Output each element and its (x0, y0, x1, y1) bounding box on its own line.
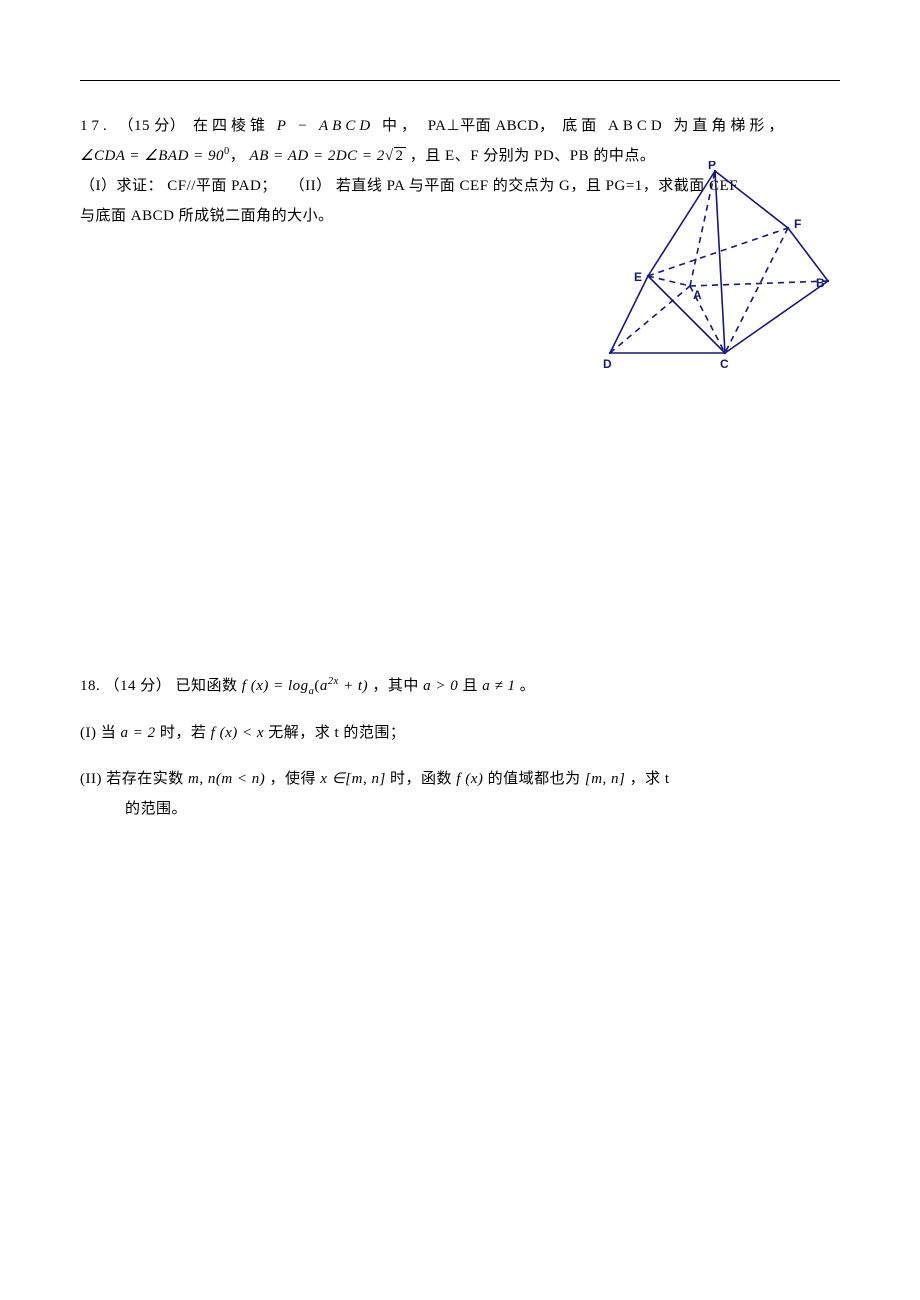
svg-text:A: A (693, 288, 702, 302)
p17-angles: ∠CDA = ∠BAD = 90 (80, 148, 224, 164)
p18-stem-b: ，其中 (372, 678, 423, 694)
p18-arg-a: a (320, 678, 328, 694)
svg-text:B: B (816, 276, 825, 290)
p17-pa-perp: PA⊥平面 ABCD， (428, 118, 555, 134)
p18-part2-label: (II) (80, 771, 102, 787)
p17-stem-mid: 中， (382, 118, 420, 134)
p18-part2-b: ，使得 (270, 771, 321, 787)
svg-text:C: C (720, 357, 729, 371)
svg-text:P: P (708, 161, 716, 172)
p18-part1-c: 无解，求 t 的范围； (268, 725, 405, 741)
geom-svg: P F B C D E A (570, 161, 830, 371)
p18-cond-b: a ≠ 1 (482, 678, 515, 694)
p18-part2-a: 若存在实数 (106, 771, 188, 787)
p18-part2-e: ，求 t (630, 771, 670, 787)
p18-arg-exp: 2x (328, 676, 339, 687)
p18-part2-mn: m, n(m < n) (188, 771, 265, 787)
p18-part1-label: (I) (80, 725, 97, 741)
p18-part1-a: 当 (101, 725, 121, 741)
p17-part1-label: （I）求证： (80, 178, 163, 194)
p18-part2-l2: 的范围。 (80, 794, 840, 824)
p18-part2-l1: (II) 若存在实数 m, n(m < n) ，使得 x ∈[m, n] 时，函… (80, 764, 840, 794)
p18-part2-int: [m, n] (585, 771, 626, 787)
p18-part2-c: 时，函数 (390, 771, 456, 787)
p18-points: （14 分） (105, 678, 172, 694)
p18-func-lhs: f (x) = log (242, 678, 309, 694)
p17-root: 2 (394, 147, 406, 164)
geom-figure: P F B C D E A (570, 161, 830, 376)
svg-text:F: F (794, 217, 801, 231)
p17-part2-body-b: 与底面 ABCD 所成锐二面角的大小。 (80, 208, 334, 224)
p18-part2-f: f (x) (456, 771, 483, 787)
page: 17. （15 分） 在四棱锥 P − ABCD 中， PA⊥平面 ABCD， … (80, 0, 840, 924)
p17-lengths: AB = AD = 2DC = 2 (250, 148, 385, 164)
svg-text:E: E (634, 270, 642, 284)
p18-arg-rest: + t) (339, 678, 368, 694)
p17-pyramid: P − ABCD (277, 118, 374, 134)
p17-points: （15 分） (119, 118, 186, 134)
p18-number: 18. (80, 678, 100, 694)
p18-part1-eq: a = 2 (121, 725, 156, 741)
p17-part2-label: （II） (290, 178, 332, 194)
p18-cond-a: a > 0 (423, 678, 458, 694)
p18-part2-line2: 的范围。 (125, 801, 187, 817)
svg-text:D: D (603, 357, 612, 371)
p17-comma: ， (230, 148, 246, 164)
p18-part2-x: x ∈[m, n] (320, 771, 385, 787)
p18-part1-b: 时，若 (160, 725, 211, 741)
p18-period: 。 (520, 678, 536, 694)
p18-part1-ineq: f (x) < x (211, 725, 264, 741)
p17-line1: 17. （15 分） 在四棱锥 P − ABCD 中， PA⊥平面 ABCD， … (80, 111, 840, 141)
top-rule (80, 80, 840, 81)
p17-part1-body: CF//平面 PAD； (167, 178, 277, 194)
p17-stem-prefix: 在四棱锥 (193, 118, 269, 134)
p18-part2-d: 的值域都也为 (488, 771, 581, 787)
p17-body-wrap: （I）求证： CF//平面 PAD； （II） 若直线 PA 与平面 CEF 的… (80, 171, 840, 231)
p17-number: 17. (80, 118, 111, 134)
sqrt-icon: 2 (385, 141, 406, 171)
p18-part1: (I) 当 a = 2 时，若 f (x) < x 无解，求 t 的范围； (80, 718, 840, 748)
p18-cond-and: 且 (463, 678, 483, 694)
p18-line1: 18. （14 分） 已知函数 f (x) = loga(a2x + t) ，其… (80, 671, 840, 702)
p18-stem-a: 已知函数 (176, 678, 242, 694)
problem-18: 18. （14 分） 已知函数 f (x) = loga(a2x + t) ，其… (80, 671, 840, 824)
p17-base-desc: 底面 ABCD 为直角梯形， (562, 118, 787, 134)
